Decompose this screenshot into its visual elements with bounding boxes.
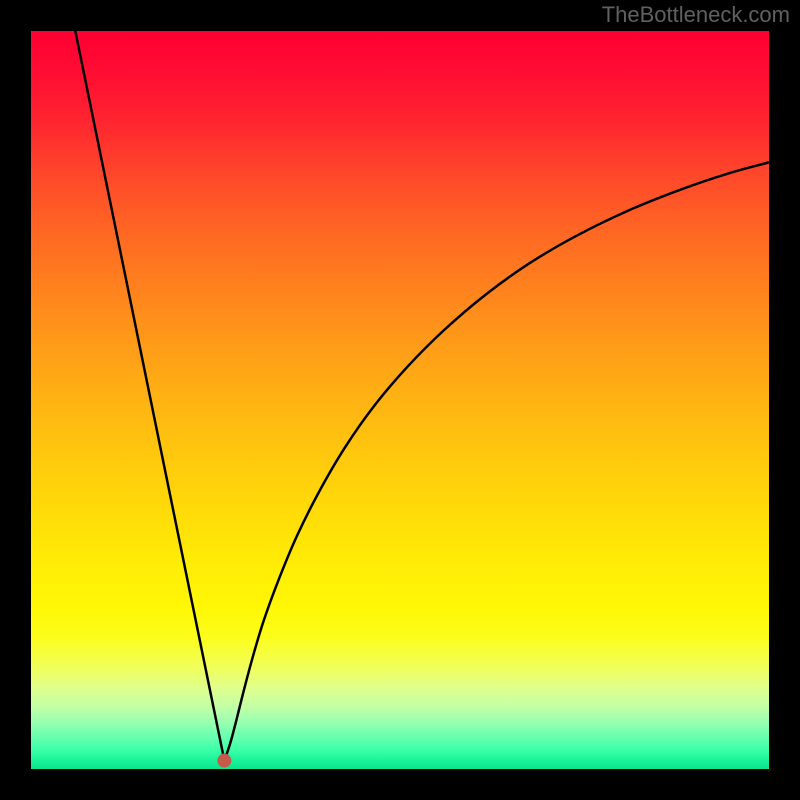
chart-svg	[0, 0, 800, 800]
watermark-text: TheBottleneck.com	[602, 2, 790, 28]
chart-frame: TheBottleneck.com	[0, 0, 800, 800]
minimum-marker	[217, 754, 231, 768]
gradient-background	[31, 31, 769, 769]
